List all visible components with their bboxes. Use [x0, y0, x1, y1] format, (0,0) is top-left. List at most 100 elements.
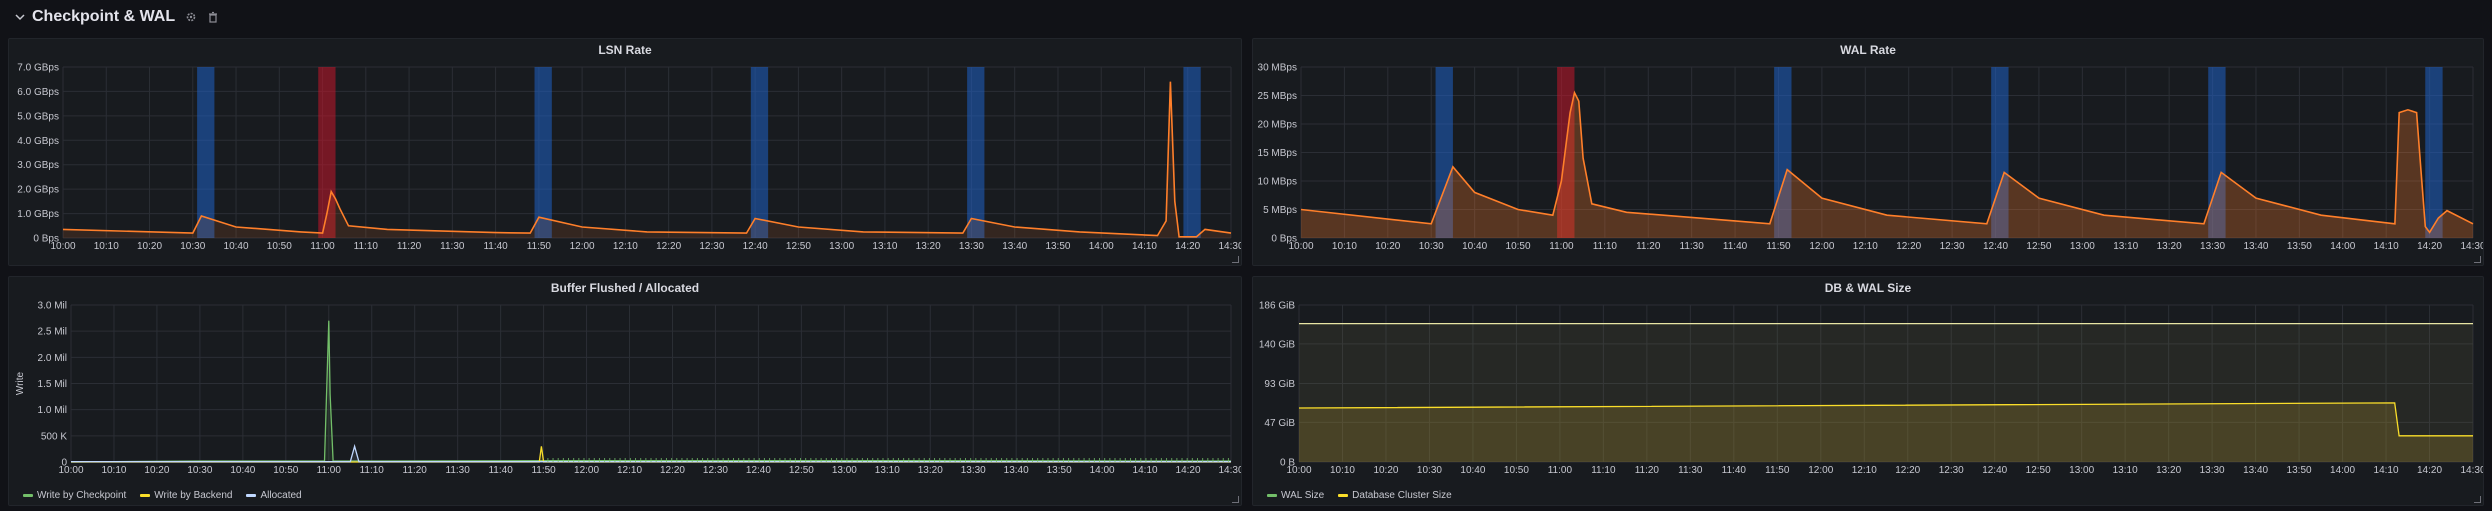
legend-item-write-by-checkpoint[interactable]: Write by Checkpoint: [23, 490, 126, 501]
checkpoint-band-timed: [1183, 67, 1201, 238]
legend-item-allocated[interactable]: Allocated: [246, 490, 302, 501]
x-tick-label: 11:50: [531, 465, 556, 476]
legend: WAL Size Database Cluster Size: [1267, 490, 1452, 501]
x-tick-label: 11:00: [1548, 465, 1573, 476]
x-tick-label: 13:00: [2070, 241, 2095, 252]
x-tick-label: 11:10: [1591, 465, 1616, 476]
x-tick-label: 10:00: [50, 241, 75, 252]
series-line-lsn-rate: [62, 81, 1232, 238]
x-tick-label: 14:00: [1089, 241, 1114, 252]
y-tick-label: 7.0 GBps: [17, 63, 59, 74]
checkpoint-band-timed: [1991, 67, 2009, 238]
x-tick-label: 10:40: [224, 241, 249, 252]
x-tick-label: 10:30: [187, 465, 212, 476]
x-tick-label: 10:30: [1419, 241, 1444, 252]
x-tick-label: 10:40: [1462, 241, 1487, 252]
lsn-rate-panel[interactable]: LSN Rate 0 Bps 1.0 GBps 2.0 GBps 3.0 GBps 4.…: [8, 38, 1242, 266]
legend-item-wal-size[interactable]: WAL Size: [1267, 490, 1324, 501]
y-axis-label: Write: [15, 371, 26, 395]
legend-swatch: [140, 494, 151, 497]
x-tick-label: 12:20: [656, 241, 681, 252]
x-tick-label: 13:50: [1045, 241, 1070, 252]
checkpoint-band-timed: [197, 67, 215, 238]
x-tick-label: 14:10: [2374, 241, 2399, 252]
resize-handle[interactable]: [1232, 496, 1239, 503]
row-title[interactable]: Checkpoint & WAL: [32, 8, 176, 25]
y-tick-label: 10 MBps: [1258, 177, 1297, 188]
trash-icon[interactable]: [207, 11, 219, 23]
x-tick-label: 11:10: [360, 465, 385, 476]
gear-icon[interactable]: [185, 11, 197, 23]
x-tick-label: 11:20: [403, 465, 428, 476]
x-tick-label: 14:20: [1175, 241, 1200, 252]
x-tick-label: 11:10: [354, 241, 379, 252]
x-tick-label: 11:40: [483, 241, 508, 252]
resize-handle[interactable]: [2474, 256, 2481, 263]
y-tick-label: 0 Bps: [1271, 234, 1297, 245]
legend-label: Write by Backend: [154, 490, 233, 501]
x-tick-label: 13:40: [2243, 241, 2268, 252]
x-tick-label: 11:20: [397, 241, 422, 252]
lsn-rate-chart[interactable]: 0 Bps 1.0 GBps 2.0 GBps 3.0 GBps 4.0 GBps 5.0…: [9, 39, 1242, 266]
db-wal-size-panel[interactable]: DB & WAL Size 0 B 47 GiB 93 GiB 140 GiB 186 …: [1252, 276, 2484, 506]
resize-handle[interactable]: [1232, 256, 1239, 263]
x-tick-label: 13:20: [2156, 465, 2181, 476]
x-tick-label: 12:50: [2026, 241, 2051, 252]
y-tick-label: 500 K: [41, 431, 67, 442]
x-tick-label: 13:10: [2113, 241, 2138, 252]
x-tick-label: 12:20: [1895, 465, 1920, 476]
buffer-flushed-panel[interactable]: Buffer Flushed / Allocated 0 500 K 1.0 Mil…: [8, 276, 1242, 506]
x-tick-label: 13:30: [961, 465, 986, 476]
panel-title[interactable]: DB & WAL Size: [1824, 281, 1912, 295]
plot-area: 0 Bps 1.0 GBps 2.0 GBps 3.0 GBps 4.0 GBps 5.0…: [17, 63, 1242, 253]
y-tick-label: 2.5 Mil: [38, 327, 67, 338]
x-tick-label: 10:20: [137, 241, 162, 252]
plot-area: 0 500 K 1.0 Mil 1.5 Mil 2.0 Mil 2.5 Mil 3.0 Mi…: [38, 301, 1241, 477]
x-tick-label: 10:50: [1504, 465, 1529, 476]
series-area-wal-rate: [1301, 92, 2473, 238]
x-tick-label: 14:00: [1090, 465, 1115, 476]
x-tick-label: 14:20: [2417, 241, 2442, 252]
x-tick-label: 14:30: [2460, 241, 2484, 252]
wal-rate-panel[interactable]: WAL Rate 0 Bps 5 MBps 10 MBps 15 MBps 20 MBp…: [1252, 38, 2484, 266]
panel-title[interactable]: Buffer Flushed / Allocated: [550, 281, 700, 295]
panel-title[interactable]: LSN Rate: [598, 43, 652, 57]
x-tick-label: 12:20: [1896, 241, 1921, 252]
resize-handle[interactable]: [2474, 496, 2481, 503]
panel-title[interactable]: WAL Rate: [1840, 43, 1896, 57]
chevron-down-icon[interactable]: [14, 11, 26, 23]
x-tick-label: 11:40: [488, 465, 513, 476]
x-tick-label: 10:20: [1373, 465, 1398, 476]
x-tick-label: 10:30: [1417, 465, 1442, 476]
checkpoint-band-timed: [967, 67, 985, 238]
x-tick-label: 12:10: [613, 241, 638, 252]
x-tick-label: 13:00: [832, 465, 857, 476]
x-tick-label: 13:20: [916, 241, 941, 252]
x-tick-label: 11:40: [1723, 241, 1748, 252]
legend-label: Write by Checkpoint: [37, 490, 127, 501]
x-tick-label: 14:20: [1176, 465, 1201, 476]
y-tick-label: 3.0 GBps: [17, 160, 59, 171]
x-tick-label: 11:10: [1593, 241, 1618, 252]
legend-item-write-by-backend[interactable]: Write by Backend: [140, 490, 232, 501]
y-tick-label: 0: [61, 458, 67, 469]
x-tick-label: 14:30: [1218, 241, 1242, 252]
y-tick-label: 2.0 GBps: [17, 185, 59, 196]
x-tick-label: 14:00: [2330, 241, 2355, 252]
x-tick-label: 11:20: [1635, 465, 1660, 476]
x-tick-label: 12:10: [1852, 465, 1877, 476]
wal-rate-chart[interactable]: 0 Bps 5 MBps 10 MBps 15 MBps 20 MBps 25 MBps 3…: [1253, 39, 2484, 266]
x-tick-label: 13:30: [2200, 241, 2225, 252]
buffer-flushed-chart[interactable]: 0 500 K 1.0 Mil 1.5 Mil 2.0 Mil 2.5 Mil 3.0 Mi…: [9, 277, 1242, 506]
legend-swatch: [1338, 494, 1349, 497]
x-tick-label: 13:30: [959, 241, 984, 252]
checkpoint-band-timed: [1435, 67, 1453, 238]
y-tick-label: 93 GiB: [1264, 379, 1295, 390]
x-tick-label: 13:10: [872, 241, 897, 252]
x-tick-label: 11:50: [527, 241, 552, 252]
db-wal-size-chart[interactable]: 0 B 47 GiB 93 GiB 140 GiB 186 GiB 10:00 10:10 1…: [1253, 277, 2484, 506]
x-tick-label: 11:00: [310, 241, 335, 252]
legend-item-database-cluster-size[interactable]: Database Cluster Size: [1338, 490, 1452, 501]
x-tick-label: 10:30: [180, 241, 205, 252]
series-database-cluster-size-area: [1299, 402, 2473, 462]
